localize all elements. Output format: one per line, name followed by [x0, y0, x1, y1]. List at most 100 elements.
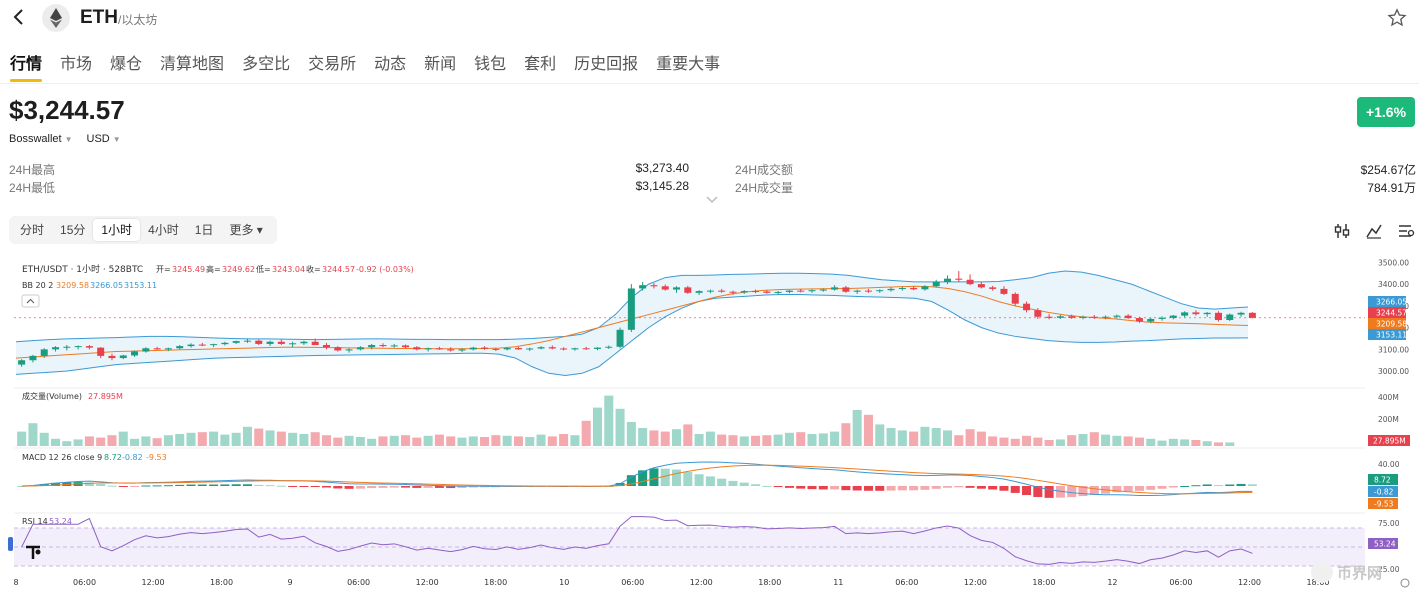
- volume-bar: [852, 410, 862, 446]
- tab-11[interactable]: 重要大事: [656, 56, 721, 73]
- time-axis-tick: 8: [13, 578, 18, 587]
- divider: [0, 83, 1419, 84]
- ohlc-label: 低=: [256, 264, 271, 274]
- candle: [153, 348, 161, 350]
- candle: [1023, 303, 1031, 311]
- volume-bar: [739, 436, 749, 446]
- timeframe-0[interactable]: 分时: [20, 223, 45, 237]
- volume-bar: [649, 430, 659, 446]
- candle: [85, 346, 93, 348]
- volume-bar: [1123, 436, 1133, 446]
- macd-label: MACD 12 26 close 9: [22, 453, 102, 462]
- candle: [1068, 316, 1076, 318]
- volume-bar: [118, 431, 128, 446]
- timeframe-2[interactable]: 1小时: [93, 219, 141, 241]
- expand-chevron-icon[interactable]: [706, 196, 718, 204]
- ohlc-value: 3245.49: [172, 265, 205, 274]
- candle: [1034, 310, 1042, 317]
- candle: [1214, 312, 1222, 320]
- volume-bar: [920, 426, 930, 446]
- volume-bar: [457, 437, 467, 446]
- macd-histogram-bar: [186, 484, 196, 486]
- macd-histogram-bar: [1225, 484, 1235, 486]
- back-arrow-icon[interactable]: [12, 8, 26, 26]
- candle: [921, 286, 929, 290]
- candle: [1226, 314, 1234, 320]
- volume-bar: [559, 434, 569, 446]
- macd-histogram-bar: [1134, 486, 1144, 491]
- tab-1[interactable]: 市场: [60, 56, 93, 73]
- macd-histogram-bar: [705, 476, 715, 486]
- volume-bar: [683, 424, 693, 446]
- macd-histogram-bar: [96, 484, 106, 486]
- price-chart[interactable]: ETH/USDT · 1小时 · 528BTC 开= 3245.49 高= 3249.6…: [0, 250, 1419, 601]
- candle: [18, 360, 26, 365]
- volume-bar: [51, 438, 61, 446]
- timeframe-3[interactable]: 4小时: [148, 223, 179, 237]
- price-axis-tick: 3400.00: [1378, 280, 1409, 289]
- currency-dropdown[interactable]: USD ▼: [87, 133, 121, 145]
- macd-histogram-bar: [694, 474, 704, 486]
- volume-bar: [547, 436, 557, 446]
- macd-axis-tick: 40.00: [1378, 460, 1400, 469]
- volume-bar: [784, 432, 794, 446]
- tab-5[interactable]: 交易所: [308, 56, 357, 73]
- timeframe-1[interactable]: 15分: [60, 223, 86, 237]
- candle: [447, 349, 455, 351]
- nav-tabs: 行情 市场 爆仓 清算地图 多空比 交易所 动态 新闻 钱包 套利 历史回报 重要大事: [10, 50, 738, 82]
- price-change-badge: +1.6%: [1357, 97, 1415, 127]
- timeframe-4[interactable]: 1日: [194, 223, 214, 237]
- tab-4[interactable]: 多空比: [242, 56, 291, 73]
- current-price: $3,244.57: [9, 95, 125, 125]
- volume-bar: [367, 438, 377, 446]
- favorite-star-icon[interactable]: [1387, 8, 1407, 28]
- volume-bar: [615, 408, 625, 446]
- rsi-tag-text: 53.24: [1374, 540, 1396, 549]
- tab-2[interactable]: 爆仓: [110, 56, 143, 73]
- tab-7[interactable]: 新闻: [424, 56, 457, 73]
- tab-10[interactable]: 历史回报: [574, 56, 639, 73]
- tab-8[interactable]: 钱包: [474, 56, 507, 73]
- macd-histogram-bar: [17, 486, 27, 487]
- macd-histogram-bar: [209, 484, 219, 486]
- candle: [1000, 288, 1008, 294]
- volume-value: 27.895M: [88, 392, 123, 401]
- volume-bar: [705, 431, 715, 446]
- macd-histogram-bar: [909, 486, 919, 491]
- macd-histogram-bar: [1247, 484, 1257, 486]
- tab-6[interactable]: 动态: [374, 56, 407, 73]
- price-tag-text: 3209.58: [1376, 320, 1407, 329]
- volume-bar: [141, 436, 151, 446]
- macd-histogram-bar: [875, 486, 885, 491]
- time-axis-tick: 12:00: [1238, 578, 1261, 587]
- candle: [955, 278, 963, 280]
- macd-histogram-bar: [807, 486, 817, 490]
- volume-bar: [1134, 437, 1144, 446]
- macd-histogram-bar: [333, 486, 343, 489]
- indicator-settings-icon[interactable]: [1333, 222, 1351, 240]
- time-axis-tick: 11: [833, 578, 843, 587]
- volume-bar: [265, 430, 275, 446]
- volume-bar: [796, 432, 806, 446]
- tab-0[interactable]: 行情: [10, 50, 43, 82]
- chart-type-icon[interactable]: [1365, 222, 1383, 240]
- macd-histogram-bar: [141, 485, 151, 487]
- volume-bar: [344, 435, 354, 446]
- source-dropdown[interactable]: Bosswallet ▼: [9, 133, 73, 145]
- tab-9[interactable]: 套利: [524, 56, 557, 73]
- candle: [255, 340, 263, 344]
- rsi-line: [21, 516, 1253, 565]
- candle: [989, 287, 997, 289]
- settings-list-icon[interactable]: [1397, 222, 1415, 240]
- tab-3[interactable]: 清算地图: [160, 56, 225, 73]
- macd-histogram-bar: [886, 486, 896, 491]
- high-label: 24H最高: [9, 163, 56, 177]
- macd-histogram-bar: [39, 483, 49, 486]
- macd-histogram-bar: [965, 486, 975, 488]
- candle: [1181, 312, 1189, 316]
- macd-histogram-bar: [739, 482, 749, 486]
- tradingview-logo: [26, 545, 40, 559]
- candle: [345, 349, 353, 351]
- timeframe-5[interactable]: 更多 ▾: [229, 223, 263, 237]
- macd-histogram-bar: [762, 485, 772, 487]
